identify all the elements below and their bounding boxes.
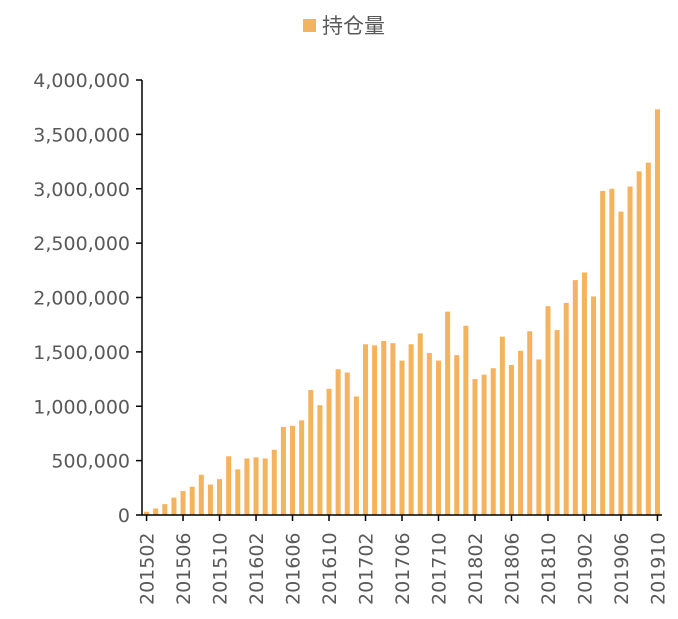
y-tick-label: 500,000 [51, 451, 130, 473]
bar-201602 [253, 457, 259, 515]
x-tick-label: 201810 [538, 532, 560, 605]
x-tick-label: 201802 [465, 532, 487, 605]
y-tick-label: 1,500,000 [33, 342, 130, 364]
bar-201709 [426, 352, 432, 515]
bar-201701 [353, 396, 359, 515]
bar-201706 [399, 360, 405, 515]
bar-201607 [299, 420, 305, 515]
bar-201904 [600, 190, 606, 515]
bar-201712 [454, 355, 460, 515]
bar-201503 [153, 508, 159, 515]
x-tick-label: 201502 [137, 532, 159, 605]
y-tick-label: 1,000,000 [33, 396, 130, 418]
legend-label: 持仓量 [322, 14, 385, 38]
bar-201707 [408, 344, 414, 515]
bar-201803 [481, 374, 487, 515]
bar-201605 [280, 426, 286, 515]
bar-201910 [654, 109, 660, 516]
x-tick-label: 201710 [428, 532, 450, 605]
bar-201710 [435, 360, 441, 515]
bar-201907 [627, 186, 633, 515]
bar-201601 [244, 458, 250, 515]
bar-201809 [536, 359, 542, 515]
x-tick-label: 201706 [392, 532, 414, 605]
bar-201806 [508, 364, 514, 515]
bar-201506 [180, 491, 186, 515]
bar-201609 [317, 405, 323, 515]
x-tick-label: 201602 [246, 532, 268, 605]
bar-201610 [326, 388, 332, 515]
bar-201608 [308, 389, 314, 515]
bar-201802 [472, 379, 478, 515]
bar-201508 [198, 474, 204, 515]
bar-201511 [226, 456, 232, 515]
legend: 持仓量 [303, 10, 385, 40]
bar-201906 [618, 211, 624, 515]
legend-swatch [303, 18, 316, 32]
bar-201801 [463, 325, 469, 515]
bar-201510 [217, 479, 223, 515]
x-tick-label: 201702 [356, 532, 378, 605]
x-tick-label: 201806 [501, 532, 523, 605]
y-tick-label: 3,500,000 [33, 124, 130, 146]
bar-201807 [518, 350, 524, 515]
bar-201512 [235, 469, 241, 515]
bar-201908 [636, 171, 642, 515]
bar-201705 [390, 343, 396, 515]
bar-201612 [344, 372, 350, 515]
bar-201903 [591, 296, 597, 515]
x-tick-label: 201506 [173, 532, 195, 605]
bar-201909 [645, 162, 651, 515]
x-tick-label: 201610 [319, 532, 341, 605]
bar-201808 [527, 331, 533, 515]
bar-201901 [572, 280, 578, 515]
x-tick-label: 201510 [210, 532, 232, 605]
bar-201708 [417, 333, 423, 515]
bar-201603 [262, 458, 268, 515]
bar-201704 [381, 341, 387, 515]
y-tick-label: 4,000,000 [33, 70, 130, 92]
x-tick-label: 201906 [611, 532, 633, 605]
bar-201805 [499, 336, 505, 515]
bar-201905 [609, 188, 615, 515]
bar-201702 [363, 344, 369, 515]
bar-201811 [554, 330, 560, 516]
x-tick-label: 201606 [283, 532, 305, 605]
bar-201810 [545, 306, 551, 515]
bar-201611 [335, 369, 341, 515]
bar-201804 [490, 368, 496, 515]
x-tick-label: 201902 [574, 532, 596, 605]
x-tick-label: 201910 [647, 532, 669, 605]
bar-201703 [372, 345, 378, 515]
y-tick-label: 2,500,000 [33, 233, 130, 255]
y-tick-label: 2,000,000 [33, 288, 130, 310]
bar-201505 [171, 497, 177, 515]
bar-201504 [162, 504, 168, 516]
bar-201507 [189, 486, 195, 515]
bar-201502 [144, 511, 150, 515]
y-tick-label: 3,000,000 [33, 179, 130, 201]
bar-201812 [563, 302, 569, 515]
bar-201902 [581, 272, 587, 515]
bar-201606 [290, 425, 296, 515]
bar-201711 [445, 311, 451, 515]
bar-201604 [271, 449, 277, 515]
bar-201509 [207, 484, 213, 515]
y-tick-label: 0 [118, 505, 130, 527]
